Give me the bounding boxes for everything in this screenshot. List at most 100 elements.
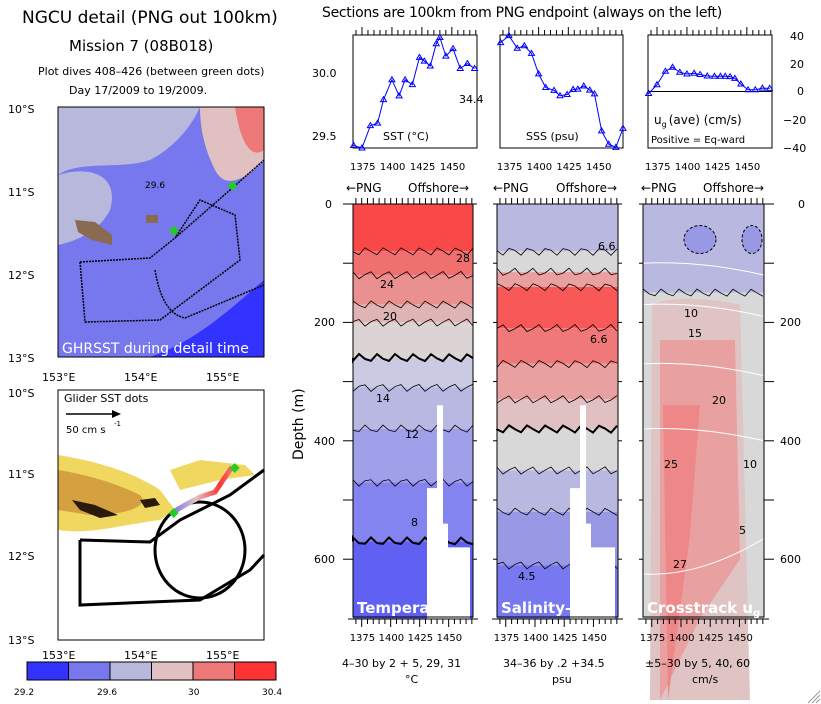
green-dot-start (169, 225, 179, 236)
data-point (661, 67, 670, 74)
contour-label: 20 (712, 394, 726, 407)
map-bottom: Glider SST dots 50 cm s -1 (57, 389, 266, 641)
series-line (500, 34, 624, 149)
ug-title: ug (ave) (cm/s) (654, 113, 742, 129)
data-point (401, 75, 409, 83)
data-point (730, 74, 739, 81)
data-point (470, 64, 479, 72)
contour-band (353, 204, 473, 252)
contour-band (353, 482, 473, 542)
section-frame (642, 203, 765, 618)
depth-axis: Depth (m) 0 200 400 600 0 200 400 600 (291, 198, 805, 566)
data-point (349, 141, 358, 149)
data-point (696, 70, 704, 78)
data-point (373, 119, 382, 126)
contour-line (352, 478, 474, 487)
contour-line (496, 507, 618, 516)
data-point (435, 33, 444, 40)
section-name: Temperature (357, 599, 465, 617)
contour-line (352, 247, 474, 256)
contour-line (496, 323, 618, 333)
colorbar-swatch (109, 661, 152, 681)
data-point (496, 38, 505, 46)
colorbar-swatch (192, 661, 235, 681)
contour-band (497, 428, 618, 471)
svg-text:Offshore→: Offshore→ (556, 181, 617, 195)
data-point (590, 89, 599, 97)
contour-band (497, 470, 618, 512)
svg-text:12°S: 12°S (8, 550, 34, 563)
x-tick-label: 1450 (727, 633, 752, 644)
x-tick-label: 1450 (586, 162, 611, 173)
contour-band (497, 251, 618, 273)
contour-label: 15 (688, 327, 702, 340)
contour-line (352, 535, 474, 546)
contour-band (497, 328, 618, 364)
data-point (644, 89, 653, 96)
data-point (597, 126, 606, 134)
contour-label: 6.6 (590, 333, 608, 346)
data-point (426, 62, 435, 69)
svg-text:11°S: 11°S (8, 468, 34, 481)
contour-line (496, 359, 618, 369)
x-tick-label: 1375 (350, 162, 375, 173)
data-point (420, 57, 429, 64)
contour-line (352, 352, 474, 364)
ug-ytick: 20 (790, 58, 804, 71)
contour-label: 14 (376, 392, 390, 405)
contour-band (353, 387, 473, 429)
svg-text:153°E: 153°E (42, 649, 75, 662)
chart-frame (352, 34, 478, 149)
data-point (358, 144, 366, 151)
contour-label: 4.5 (518, 570, 536, 583)
data-point (675, 68, 684, 75)
scale-exponent: -1 (114, 420, 121, 428)
svg-text:←PNG: ←PNG (346, 181, 382, 195)
data-point (556, 91, 564, 99)
resize-grip[interactable] (807, 690, 821, 704)
missing-data-gap (427, 405, 470, 700)
data-point (550, 86, 558, 93)
svg-text:13°S: 13°S (8, 634, 34, 647)
colorbar-labels: 29.2 29.6 30 30.4 (14, 688, 282, 698)
dives-label: Plot dives 408–426 (between green dots) (38, 65, 265, 78)
svg-text:30.4: 30.4 (262, 688, 282, 698)
svg-text:400: 400 (780, 435, 801, 448)
contour-band (497, 286, 618, 329)
svg-text:153°E: 153°E (42, 371, 75, 384)
svg-text:30: 30 (188, 688, 200, 698)
data-point (726, 72, 734, 80)
contour-band (497, 272, 618, 287)
x-tick-label: 1375 (497, 162, 522, 173)
x-tick-label: 1375 (350, 633, 375, 644)
svg-text:155°E: 155°E (206, 371, 239, 384)
colorbar-swatch (151, 661, 194, 681)
data-point (573, 85, 582, 92)
series-line (648, 66, 770, 94)
x-tick-label: 1400 (380, 162, 405, 173)
contour-label: 28 (456, 252, 470, 265)
contour-label: 10 (684, 307, 698, 320)
scale-label: 50 cm s (66, 425, 106, 436)
contour-line (352, 383, 474, 393)
density-contour (642, 262, 765, 276)
ug-ytick: 40 (790, 30, 804, 43)
contour-label: 20 (383, 310, 397, 323)
data-point (721, 72, 730, 79)
colorbar (26, 661, 277, 681)
map-top: 29.6 GHRSST during detail time (57, 106, 265, 358)
map-contour-label: 29.6 (145, 181, 165, 191)
data-point (408, 80, 417, 88)
data-point (563, 90, 572, 98)
data-point (710, 72, 719, 79)
contour-line (352, 318, 474, 327)
data-point (569, 85, 577, 92)
x-tick-label: 1425 (556, 162, 581, 173)
data-point (432, 39, 441, 47)
section-frame (352, 203, 474, 618)
days-label: Day 17/2009 to 19/2009. (69, 84, 208, 97)
x-tick-label: 1425 (705, 162, 730, 173)
ug-note: Positive = Eq-ward (651, 135, 745, 146)
data-point (415, 53, 424, 60)
